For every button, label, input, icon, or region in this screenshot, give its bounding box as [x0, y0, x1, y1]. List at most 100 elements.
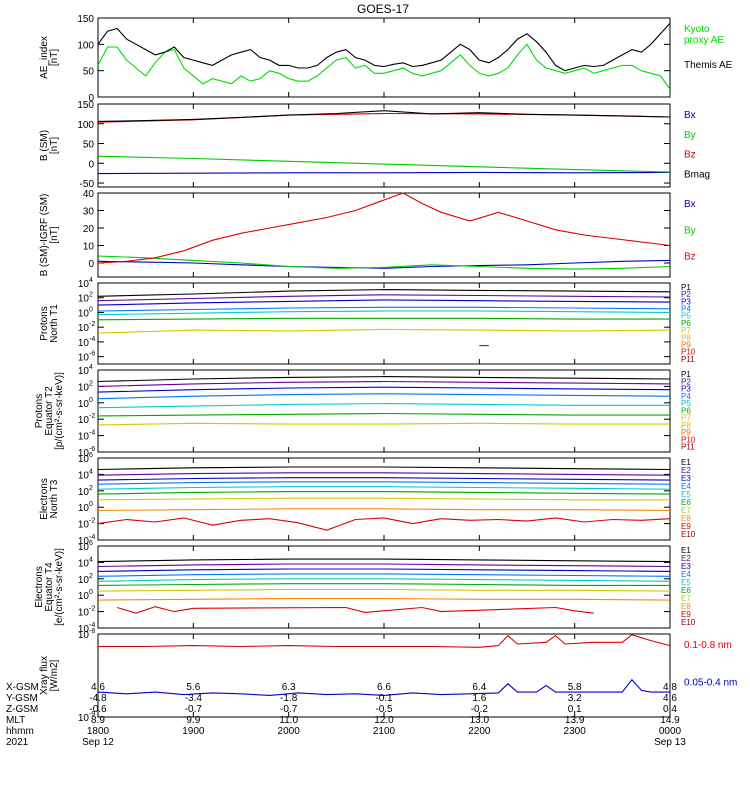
pe-legend-p5: P5 [681, 399, 691, 408]
en-ytick-label: 10 [78, 503, 90, 514]
xray-series-0-1-0-8-nm [98, 634, 671, 648]
xaxis-row-value: 2000 [278, 726, 301, 737]
pn-ytick-exponent: -6 [89, 351, 95, 358]
ae-ytick-label: 50 [83, 67, 95, 78]
ae-ytick-label: 100 [77, 40, 94, 51]
ae-legend-label: proxy AE [684, 35, 724, 46]
bsm-legend-label: Bx [684, 110, 696, 121]
pe-series-p7 [97, 422, 670, 426]
bsm-ytick-label: 0 [88, 159, 94, 170]
xaxis-row-label: Z-GSM [6, 704, 38, 715]
pn-legend-p2: P2 [681, 290, 691, 299]
xaxis-row-value: 4.8 [663, 682, 677, 693]
ee-ylabel: [e/(cm²-s-sr-keV)] [54, 548, 65, 626]
en-ytick-label: 10 [78, 536, 90, 547]
ee-series-e8 [97, 597, 671, 601]
xaxis-date-end: Sep 13 [654, 737, 686, 748]
pn-legend-p8: P8 [681, 333, 691, 342]
pn-ytick-exponent: 4 [89, 277, 93, 284]
pn-ytick-label: 10 [78, 279, 90, 290]
xaxis-row-value: 0.1 [568, 704, 582, 715]
en-series-e3 [97, 477, 671, 481]
en-ylabel: North T3 [49, 479, 60, 518]
pn-ytick-label: 10 [78, 353, 90, 364]
en-ylabel: Electrons [39, 478, 50, 520]
ee-legend-e7: E7 [681, 594, 691, 603]
bigrf-ytick-label: 40 [83, 189, 95, 200]
ee-series-e6 [97, 583, 670, 586]
pn-ytick-label: 10 [78, 294, 90, 305]
xaxis-row-value: -1.8 [280, 693, 298, 704]
pe-legend-p7: P7 [681, 414, 691, 423]
xray-legend-label: 0.05-0.4 nm [684, 678, 737, 689]
pn-legend-p11: P11 [681, 355, 695, 364]
bsm-ytick-label: 100 [77, 120, 94, 131]
ee-ytick-label: 10 [78, 575, 90, 586]
bsm-legend-label: Bmag [684, 169, 710, 180]
pe-ylabel: [p/(cm²-s-sr-keV)] [54, 372, 65, 450]
pe-legend-p3: P3 [681, 385, 691, 394]
en-legend-e2: E2 [681, 466, 691, 475]
en-series-e1 [97, 466, 671, 471]
en-ytick-exponent: 6 [89, 452, 93, 459]
ae-ytick-label: 0 [88, 93, 94, 104]
en-ytick-label: 10 [78, 470, 90, 481]
en-ytick-label: 10 [78, 454, 90, 465]
xaxis-row-value: -0.6 [89, 704, 107, 715]
xaxis-row-value: 1.6 [472, 693, 486, 704]
bigrf-ytick-label: 30 [83, 207, 95, 218]
pe-ytick-label: 10 [78, 366, 90, 377]
ee-ytick-label: 10 [78, 591, 90, 602]
xaxis-row-value: 4.6 [91, 682, 105, 693]
pn-ytick-exponent: -4 [89, 336, 95, 343]
ae-ytick-label: 150 [77, 14, 94, 25]
pn-series-p4 [97, 306, 671, 312]
pn-legend-p4: P4 [681, 305, 691, 314]
en-series-e8 [97, 508, 671, 512]
pn-series-p1 [97, 289, 671, 297]
xaxis-row-label: Y-GSM [6, 693, 38, 704]
pe-ytick-label: 10 [78, 448, 90, 459]
xaxis-row-value: 12.0 [374, 715, 394, 726]
ee-ytick-exponent: -2 [89, 606, 95, 613]
xaxis-row-value: 8.9 [91, 715, 105, 726]
en-legend-e4: E4 [681, 482, 691, 491]
ee-ytick-exponent: 2 [89, 573, 93, 580]
pe-series-p1 [97, 376, 671, 383]
ee-legend-e10: E10 [681, 618, 696, 627]
pe-ytick-exponent: 2 [89, 380, 93, 387]
xaxis-row-value: -0.7 [280, 704, 298, 715]
ee-ylabel: Electrons [34, 566, 45, 608]
pe-legend-p10: P10 [681, 435, 696, 444]
en-ytick-exponent: 0 [89, 501, 93, 508]
pn-series-p7 [97, 328, 671, 334]
pe-legend-p4: P4 [681, 392, 691, 401]
pn-legend-p9: P9 [681, 340, 691, 349]
xaxis-row-value: 2100 [373, 726, 396, 737]
xaxis-year-label: 2021 [6, 737, 29, 748]
pe-ytick-exponent: -6 [89, 446, 95, 453]
xaxis-row-value: -3.4 [185, 693, 203, 704]
xaxis-row-value: 14.9 [660, 715, 680, 726]
xaxis-row-label: X-GSM [6, 682, 39, 693]
ee-ytick-exponent: -4 [89, 622, 95, 629]
pn-legend-p1: P1 [681, 283, 691, 292]
pe-ytick-label: 10 [78, 432, 90, 443]
ee-legend-e8: E8 [681, 602, 691, 611]
xaxis-row-value: 13.9 [565, 715, 585, 726]
xray-ytick-label: 10 [78, 713, 90, 724]
xaxis-date-start: Sep 12 [82, 737, 114, 748]
ae-legend-label: Themis AE [684, 60, 733, 71]
bsm-series-bmag [97, 110, 671, 122]
xaxis-row-value: 1900 [182, 726, 205, 737]
ee-legend-e3: E3 [681, 562, 691, 571]
en-legend-e6: E6 [681, 498, 691, 507]
ee-legend-e1: E1 [681, 546, 691, 555]
bsm-ylabel: B (SM) [39, 130, 50, 161]
ee-ytick-label: 10 [78, 542, 90, 553]
pe-ytick-exponent: -4 [89, 430, 95, 437]
bsm-ytick-label: 150 [77, 100, 94, 111]
pe-legend-p1: P1 [681, 370, 691, 379]
pe-series-p5 [97, 403, 670, 409]
ee-ytick-label: 10 [78, 608, 90, 619]
